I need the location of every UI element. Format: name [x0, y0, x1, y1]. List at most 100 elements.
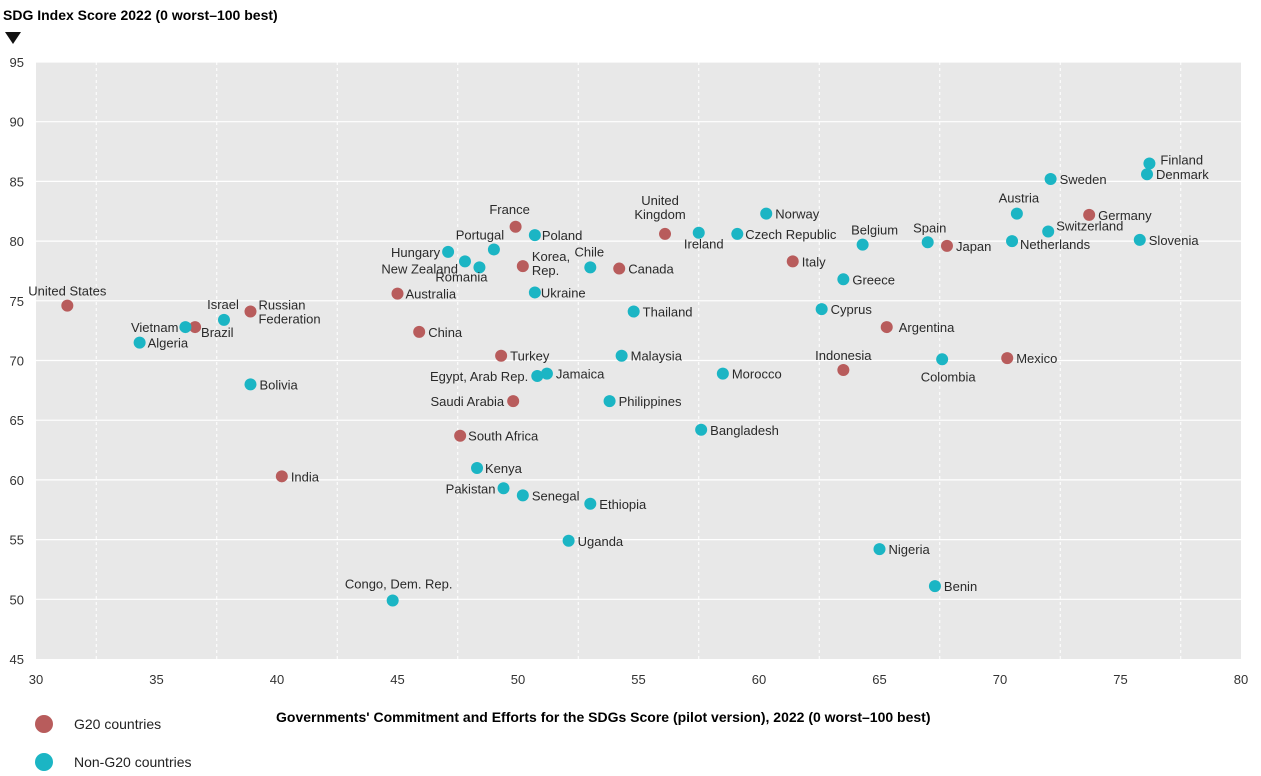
point-ireland	[692, 226, 705, 239]
point-label-united-kingdom: United Kingdom	[634, 193, 685, 222]
point-bolivia	[244, 378, 257, 391]
point-label-benin: Benin	[944, 579, 977, 594]
point-jamaica	[540, 367, 553, 380]
point-label-chile: Chile	[574, 244, 604, 259]
point-united-states	[61, 299, 74, 312]
point-united-kingdom	[659, 227, 672, 240]
point-label-germany: Germany	[1098, 208, 1152, 223]
point-netherlands	[1006, 235, 1019, 248]
legend-marker-g20	[35, 715, 53, 733]
point-korea-rep	[516, 260, 529, 273]
point-label-norway: Norway	[775, 207, 820, 222]
point-malaysia	[615, 349, 628, 362]
point-label-mexico: Mexico	[1016, 351, 1057, 366]
point-china	[413, 325, 426, 338]
point-label-colombia: Colombia	[921, 369, 977, 384]
x-tick-label: 55	[631, 672, 645, 687]
point-norway	[760, 207, 773, 220]
point-portugal	[487, 243, 500, 256]
point-label-egypt-arab-rep: Egypt, Arab Rep.	[430, 369, 528, 384]
y-tick-label: 80	[10, 234, 24, 249]
point-japan	[940, 239, 953, 252]
point-morocco	[716, 367, 729, 380]
data-points: United States Brazil Russian Federation Indi…	[28, 152, 1209, 607]
y-tick-label: 45	[10, 652, 24, 667]
point-colombia	[936, 353, 949, 366]
point-vietnam	[179, 321, 192, 334]
legend: G20 countries Non-G20 countries	[35, 715, 192, 771]
y-tick-label: 95	[10, 55, 24, 70]
point-label-argentina: Argentina	[899, 320, 955, 335]
point-label-india: India	[291, 469, 320, 484]
point-label-indonesia: Indonesia	[815, 348, 872, 363]
point-label-bangladesh: Bangladesh	[710, 423, 779, 438]
point-slovenia	[1133, 233, 1146, 246]
point-label-slovenia: Slovenia	[1149, 233, 1200, 248]
point-label-portugal: Portugal	[456, 227, 505, 242]
point-philippines	[603, 395, 616, 408]
point-label-thailand: Thailand	[643, 305, 693, 320]
point-label-switzerland: Switzerland	[1056, 219, 1123, 234]
point-kenya	[471, 461, 484, 474]
legend-marker-non-g20	[35, 753, 53, 771]
point-label-canada: Canada	[628, 262, 674, 277]
gridlines	[36, 61, 1241, 659]
x-tick-label: 65	[872, 672, 886, 687]
point-australia	[391, 287, 404, 300]
point-algeria	[133, 336, 146, 349]
point-canada	[613, 262, 626, 275]
point-france	[509, 220, 522, 233]
point-label-denmark: Denmark	[1156, 167, 1209, 182]
point-label-france: France	[489, 202, 529, 217]
point-label-congo-dem-rep: Congo, Dem. Rep.	[345, 576, 453, 591]
x-axis-title: Governments' Commitment and Efforts for …	[276, 709, 930, 725]
point-label-saudi-arabia: Saudi Arabia	[430, 394, 504, 409]
point-nigeria	[873, 543, 886, 556]
point-label-uganda: Uganda	[578, 534, 624, 549]
point-label-senegal: Senegal	[532, 488, 580, 503]
point-label-ireland: Ireland	[684, 237, 724, 252]
point-label-poland: Poland	[542, 228, 582, 243]
point-benin	[928, 580, 941, 593]
point-bangladesh	[695, 423, 708, 436]
point-label-kenya: Kenya	[485, 461, 523, 476]
y-tick-label: 85	[10, 174, 24, 189]
point-congo-dem-rep	[386, 594, 399, 607]
point-germany	[1083, 208, 1096, 221]
point-ethiopia	[584, 497, 597, 510]
y-tick-label: 65	[10, 413, 24, 428]
point-israel	[217, 313, 230, 326]
point-label-south-africa: South Africa	[468, 429, 539, 444]
point-belgium	[856, 238, 869, 251]
point-label-korea-rep: Korea, Rep.	[532, 249, 570, 278]
x-tick-label: 75	[1113, 672, 1127, 687]
point-chile	[584, 261, 597, 274]
point-cyprus	[815, 303, 828, 316]
point-label-brazil: Brazil	[201, 325, 234, 340]
point-sweden	[1044, 173, 1057, 186]
axis-ticks: 45 50 55 60 65 70 75 80 85 90 95 30 35 40 45 50 55 60 65 70…	[10, 55, 1249, 687]
point-label-philippines: Philippines	[619, 394, 682, 409]
x-tick-label: 30	[29, 672, 43, 687]
point-label-spain: Spain	[913, 220, 946, 235]
point-label-austria: Austria	[999, 191, 1040, 206]
point-label-united-states: United States	[28, 284, 107, 299]
point-mexico	[1001, 352, 1014, 365]
point-new-zealand	[458, 255, 471, 268]
y-axis-title: SDG Index Score 2022 (0 worst–100 best)	[3, 7, 278, 23]
y-tick-label: 70	[10, 354, 24, 369]
point-hungary	[442, 245, 455, 258]
point-label-malaysia: Malaysia	[631, 349, 683, 364]
point-label-czech-republic: Czech Republic	[745, 227, 837, 242]
y-tick-label: 60	[10, 473, 24, 488]
point-pakistan	[497, 482, 510, 495]
point-austria	[1010, 207, 1023, 220]
point-label-algeria: Algeria	[148, 336, 189, 351]
point-denmark	[1141, 168, 1154, 181]
point-south-africa	[454, 429, 467, 442]
y-tick-label: 90	[10, 115, 24, 130]
point-label-australia: Australia	[406, 287, 457, 302]
y-tick-label: 50	[10, 592, 24, 607]
point-label-ukraine: Ukraine	[541, 285, 586, 300]
